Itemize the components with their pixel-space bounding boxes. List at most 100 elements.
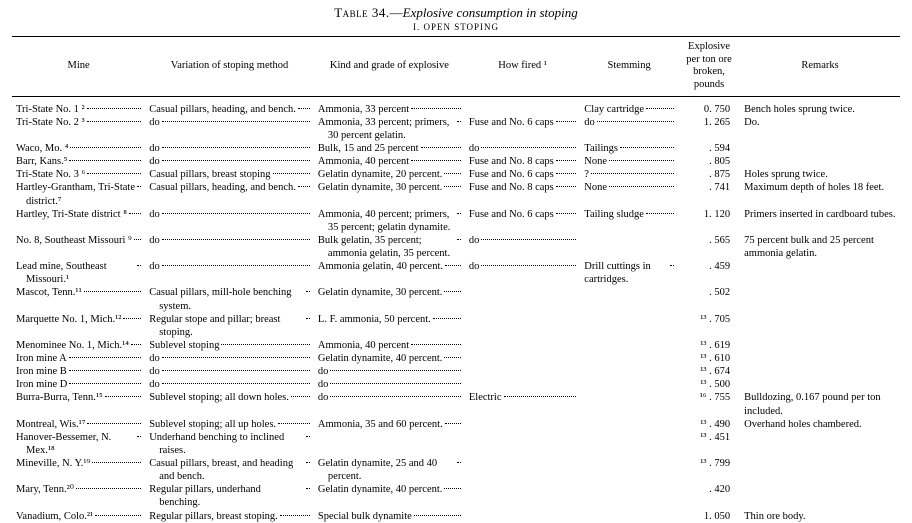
table-cell: None [580, 181, 678, 207]
table-cell: None [580, 155, 678, 168]
table-cell: Tailing sludge [580, 208, 678, 234]
table-cell: Ammonia gelatin, 40 percent. [314, 260, 465, 286]
table-cell: do [314, 378, 465, 391]
table-body: Tri-State No. 1 ²Casual pillars, heading… [12, 96, 900, 523]
table-cell [580, 313, 678, 339]
table-cell: Bulk, 15 and 25 percent [314, 142, 465, 155]
table-cell: Thin ore body. [740, 510, 900, 523]
table-cell [465, 378, 580, 391]
table-cell [465, 510, 580, 523]
table-row: Hartley-Grantham, Tri-State district.⁷Ca… [12, 181, 900, 207]
table-cell: ¹³ . 799 [678, 457, 740, 483]
table-cell: do [145, 142, 314, 155]
table-cell: Do. [740, 116, 900, 142]
table-cell: Holes sprung twice. [740, 168, 900, 181]
table-cell: Overhand holes chambered. [740, 418, 900, 431]
table-cell: Ammonia, 40 percent [314, 339, 465, 352]
table-row: Waco, Mo. ⁴doBulk, 15 and 25 percentdoTa… [12, 142, 900, 155]
table-cell [580, 418, 678, 431]
table-cell: Casual pillars, mill-hole benching syste… [145, 286, 314, 312]
table-cell: Hanover-Bessemer, N. Mex.¹⁸ [12, 431, 145, 457]
table-cell: Waco, Mo. ⁴ [12, 142, 145, 155]
table-row: Iron mine Ddodo¹³ . 500 [12, 378, 900, 391]
table-cell: do [145, 208, 314, 234]
table-cell [580, 352, 678, 365]
table-row: No. 8, Southeast Missouri ⁹doBulk gelati… [12, 234, 900, 260]
table-cell: Gelatin dynamite, 40 percent. [314, 352, 465, 365]
table-cell: Regular pillars, breast stoping. [145, 510, 314, 523]
table-cell: Marquette No. 1, Mich.¹² [12, 313, 145, 339]
table-cell: Casual pillars, heading, and bench. [145, 96, 314, 116]
table-cell [465, 457, 580, 483]
table-row: Iron mine AdoGelatin dynamite, 40 percen… [12, 352, 900, 365]
table-cell: Fuse and No. 6 caps [465, 168, 580, 181]
table-cell: Casual pillars, breast stoping [145, 168, 314, 181]
table-cell: Sublevel stoping; all up holes. [145, 418, 314, 431]
table-cell [580, 378, 678, 391]
table-cell: . 565 [678, 234, 740, 260]
table-cell [580, 365, 678, 378]
table-cell: Ammonia, 35 and 60 percent. [314, 418, 465, 431]
table-cell: 1. 050 [678, 510, 740, 523]
table-cell: ¹³ . 451 [678, 431, 740, 457]
table-cell: Montreal, Wis.¹⁷ [12, 418, 145, 431]
table-cell: do [465, 260, 580, 286]
table-cell: Gelatin dynamite, 20 percent. [314, 168, 465, 181]
table-cell: Underhand benching to inclined raises. [145, 431, 314, 457]
table-cell: do [465, 234, 580, 260]
col-mine: Mine [12, 37, 145, 96]
table-cell: ¹³ . 490 [678, 418, 740, 431]
col-fired: How fired ¹ [465, 37, 580, 96]
table-cell [465, 352, 580, 365]
table-cell: do [580, 116, 678, 142]
table-cell [740, 457, 900, 483]
table-cell: 0. 750 [678, 96, 740, 116]
table-cell: Ammonia, 40 percent; primers, 35 percent… [314, 208, 465, 234]
table-cell: . 875 [678, 168, 740, 181]
table-cell: Drill cuttings in cartridges. [580, 260, 678, 286]
table-cell: Mineville, N. Y.¹⁹ [12, 457, 145, 483]
table-cell: Fuse and No. 8 caps [465, 181, 580, 207]
table-cell [580, 339, 678, 352]
table-cell: Hartley, Tri-State district ⁸ [12, 208, 145, 234]
table-row: Montreal, Wis.¹⁷Sublevel stoping; all up… [12, 418, 900, 431]
table-cell: Iron mine A [12, 352, 145, 365]
table-cell: do [145, 352, 314, 365]
table-name: Explosive consumption in stoping [403, 5, 578, 20]
table-cell: . 502 [678, 286, 740, 312]
table-cell: Tailings [580, 142, 678, 155]
table-row: Vanadium, Colo.²¹Regular pillars, breast… [12, 510, 900, 523]
table-cell [465, 365, 580, 378]
table-cell: Ammonia, 33 percent; primers, 30 percent… [314, 116, 465, 142]
table-row: Barr, Kans.⁵doAmmonia, 40 percentFuse an… [12, 155, 900, 168]
table-cell: No. 8, Southeast Missouri ⁹ [12, 234, 145, 260]
table-cell: L. F. ammonia, 50 percent. [314, 313, 465, 339]
table-row: Marquette No. 1, Mich.¹²Regular stope an… [12, 313, 900, 339]
table-cell: ¹³ . 705 [678, 313, 740, 339]
table-cell: Maximum depth of holes 18 feet. [740, 181, 900, 207]
table-cell [740, 313, 900, 339]
table-cell: ¹⁶ . 755 [678, 391, 740, 417]
table-cell: do [145, 234, 314, 260]
table-cell: Casual pillars, heading, and bench. [145, 181, 314, 207]
table-cell: Primers inserted in cardboard tubes. [740, 208, 900, 234]
table-cell: Iron mine B [12, 365, 145, 378]
table-cell [314, 431, 465, 457]
table-cell [580, 234, 678, 260]
table-cell [740, 431, 900, 457]
table-cell: . 741 [678, 181, 740, 207]
table-cell [465, 418, 580, 431]
table-cell: Regular stope and pillar; breast stoping… [145, 313, 314, 339]
table-cell: Gelatin dynamite, 30 percent. [314, 181, 465, 207]
table-cell: Tri-State No. 3 ⁶ [12, 168, 145, 181]
explosive-consumption-table: Mine Variation of stoping method Kind an… [12, 36, 900, 522]
table-cell [580, 431, 678, 457]
col-variation: Variation of stoping method [145, 37, 314, 96]
table-cell: Mascot, Tenn.¹¹ [12, 286, 145, 312]
table-cell [465, 339, 580, 352]
table-cell: Iron mine D [12, 378, 145, 391]
table-cell: Gelatin dynamite, 30 percent. [314, 286, 465, 312]
table-cell: do [145, 260, 314, 286]
table-row: Mascot, Tenn.¹¹Casual pillars, mill-hole… [12, 286, 900, 312]
table-cell [740, 260, 900, 286]
